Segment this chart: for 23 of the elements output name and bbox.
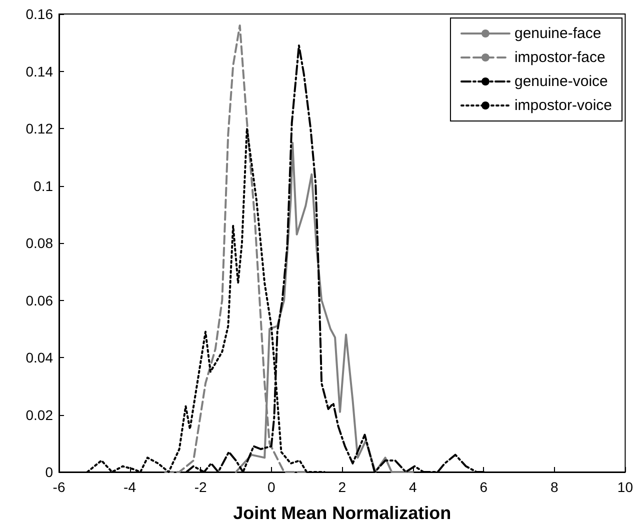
- y-tick-label: 0.1: [34, 178, 54, 194]
- legend-label: genuine-voice: [514, 73, 608, 90]
- y-tick-label: 0.02: [26, 406, 54, 423]
- x-tick-label: -6: [52, 479, 66, 495]
- y-tick-label: 0.16: [26, 6, 54, 22]
- y-tick-label: 0.14: [26, 63, 54, 80]
- legend-label: genuine-face: [514, 25, 602, 42]
- y-tick-label: 0.08: [26, 235, 54, 251]
- y-tick-label: 0: [45, 464, 54, 480]
- x-tick-label: 10: [617, 479, 634, 495]
- x-tick-label: 4: [408, 479, 417, 495]
- legend-label: impostor-voice: [514, 97, 612, 114]
- x-tick-label: 2: [338, 479, 346, 495]
- x-tick-label: 0: [267, 479, 276, 495]
- x-tick-label: -4: [124, 479, 136, 495]
- x-tick-label: -2: [194, 479, 207, 495]
- x-tick-label: 8: [550, 479, 559, 495]
- x-axis-title: Joint Mean Normalization: [233, 503, 452, 523]
- y-tick-label: 0.06: [26, 292, 54, 308]
- legend-label: impostor-face: [514, 49, 606, 66]
- y-tick-label: 0.04: [26, 350, 54, 366]
- y-tick-label: 0.12: [26, 120, 54, 136]
- x-tick-label: 6: [480, 479, 488, 495]
